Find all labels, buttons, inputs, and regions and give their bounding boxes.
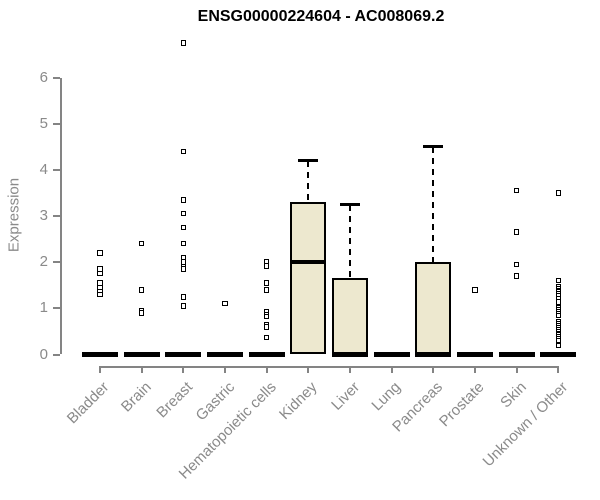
outlier-point (180, 148, 187, 155)
outlier-point (555, 342, 562, 349)
outlier-point (138, 240, 145, 247)
median-line (290, 259, 327, 265)
y-tick-label: 6 (39, 68, 48, 86)
outlier-point (513, 261, 520, 268)
outlier-point (180, 240, 187, 247)
whisker-cap (423, 145, 444, 149)
outlier-point (222, 300, 228, 307)
outlier-point (513, 229, 520, 235)
median-line (415, 352, 452, 357)
y-axis-tick (53, 76, 60, 79)
outlier-point (472, 287, 478, 293)
y-axis-tick (53, 215, 60, 218)
y-axis-line (60, 77, 62, 355)
outlier-point (555, 337, 562, 344)
outlier-point (263, 313, 270, 320)
chart-title: ENSG00000224604 - AC008069.2 (197, 8, 445, 25)
outlier-point (180, 197, 187, 203)
y-axis-tick (53, 122, 60, 125)
x-axis-tick (265, 366, 268, 373)
outlier-point (180, 294, 187, 300)
outlier-point (263, 324, 270, 330)
x-axis-tick (349, 366, 352, 373)
y-tick-label: 0 (39, 345, 48, 363)
outlier-point (555, 299, 562, 305)
outlier-point (180, 210, 187, 217)
y-tick-label: 2 (39, 253, 48, 271)
whisker-cap (298, 159, 319, 163)
collapsed-box-median (165, 352, 202, 357)
outlier-point (97, 250, 103, 256)
x-axis-tick (474, 366, 477, 373)
x-axis-tick (515, 366, 518, 373)
x-axis-tick (307, 366, 310, 373)
outlier-point (180, 303, 187, 309)
outlier-point (138, 287, 145, 293)
collapsed-box-median (207, 352, 243, 357)
x-axis-tick (390, 366, 393, 373)
y-tick-label: 5 (39, 114, 48, 132)
collapsed-box-median (248, 352, 285, 357)
collapsed-box-median (82, 352, 118, 357)
y-axis-tick (53, 307, 60, 310)
x-tick-label: Skin (496, 378, 530, 412)
whisker-line (432, 146, 435, 263)
y-axis-tick (53, 353, 60, 356)
box (290, 202, 327, 355)
y-tick-label: 1 (39, 299, 48, 317)
collapsed-box-median (123, 352, 160, 357)
collapsed-box-median (540, 352, 577, 357)
x-tick-label: Breast (153, 378, 197, 422)
y-axis-tick (53, 261, 60, 264)
x-axis-tick (557, 366, 560, 373)
outlier-point (97, 270, 103, 277)
x-tick-label: Kidney (276, 378, 322, 424)
collapsed-box-median (457, 352, 494, 357)
x-axis-line (99, 366, 560, 368)
outlier-point (97, 291, 103, 298)
outlier-point (513, 273, 520, 279)
x-axis-tick (182, 366, 185, 373)
outlier-point (555, 277, 562, 284)
x-tick-label: Bladder (64, 378, 113, 428)
x-axis-tick (432, 366, 435, 373)
outlier-point (263, 287, 270, 293)
outlier-point (555, 190, 562, 196)
collapsed-box-median (498, 352, 535, 357)
outlier-point (180, 224, 187, 231)
x-axis-tick (140, 366, 143, 373)
box (332, 278, 369, 355)
x-tick-label: Lung (368, 378, 405, 415)
median-line (332, 352, 369, 357)
outlier-point (180, 266, 187, 272)
x-axis-tick (224, 366, 226, 373)
x-axis-tick (99, 366, 101, 373)
y-tick-label: 3 (39, 207, 48, 225)
outlier-point (180, 40, 187, 46)
box (415, 262, 452, 355)
y-axis-tick (53, 168, 60, 171)
outlier-point (263, 334, 270, 341)
outlier-point (138, 310, 145, 316)
outlier-point (513, 187, 520, 194)
whisker-line (307, 160, 310, 203)
whisker-line (349, 204, 352, 279)
x-tick-label: Prostate (436, 378, 488, 431)
outlier-point (263, 280, 270, 286)
collapsed-box-median (373, 352, 410, 357)
outlier-point (263, 263, 270, 269)
whisker-cap (340, 203, 361, 206)
y-tick-label: 4 (39, 160, 48, 178)
x-tick-label: Brain (117, 378, 155, 416)
outlier-point (555, 312, 562, 319)
x-tick-label: Liver (327, 378, 363, 414)
